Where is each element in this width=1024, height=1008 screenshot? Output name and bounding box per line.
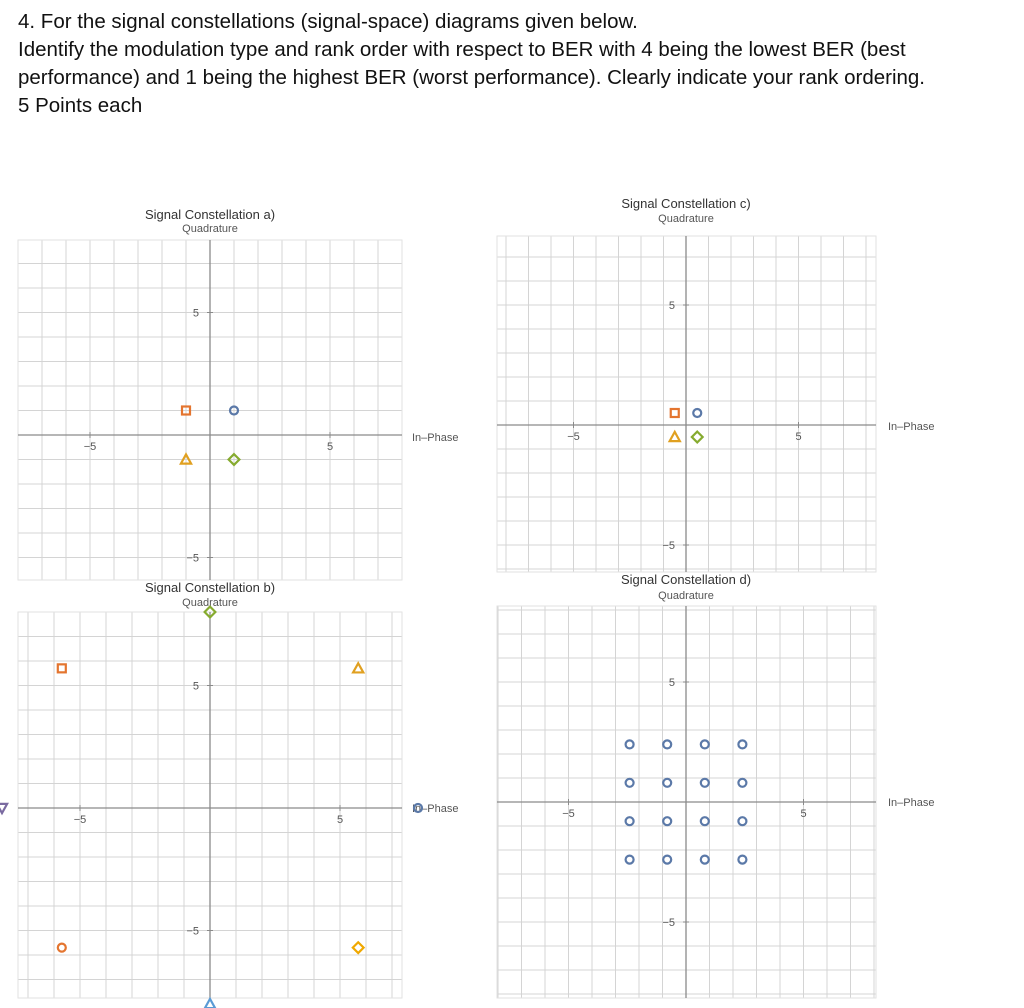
chart-title: Signal Constellation a) [145, 207, 275, 222]
x-axis-label: In–Phase [888, 421, 934, 433]
constellation-point [624, 739, 635, 750]
constellation-point [662, 739, 673, 750]
constellation-point [662, 854, 673, 865]
question-line-2: Identify the modulation type and rank or… [18, 38, 906, 61]
x-tick-label: −5 [74, 814, 87, 826]
constellation-point [351, 660, 366, 674]
constellation-point [56, 663, 67, 674]
question-line-1: 4. For the signal constellations (signal… [18, 10, 638, 33]
constellation-point [699, 777, 710, 788]
constellation-point [662, 777, 673, 788]
chart-title: Signal Constellation d) [621, 572, 751, 587]
constellation-point [203, 605, 217, 619]
y-tick-label: 5 [669, 677, 675, 689]
y-tick-label: 5 [193, 308, 199, 320]
y-tick-label: −5 [186, 926, 199, 938]
constellation-point [667, 429, 682, 443]
constellation-point [412, 802, 424, 814]
x-tick-label: −5 [567, 431, 580, 443]
question-line-4: 5 Points each [18, 94, 143, 117]
x-tick-label: 5 [327, 441, 333, 453]
x-tick-label: −5 [84, 441, 97, 453]
chart-title: Signal Constellation c) [621, 196, 750, 211]
chart-title: Signal Constellation b) [145, 580, 275, 595]
constellation-point [624, 816, 635, 827]
constellation-point [227, 452, 241, 467]
y-axis-label: Quadrature [658, 213, 714, 225]
x-tick-label: 5 [337, 814, 343, 826]
constellation-point [699, 854, 710, 865]
constellation-point [690, 430, 705, 444]
constellation-point [669, 407, 680, 419]
x-tick-label: 5 [800, 808, 806, 820]
constellation-point [737, 816, 748, 827]
constellation-point [624, 854, 635, 865]
constellation-chart-a: Signal Constellation a)Quadrature In–Phas… [17, 207, 458, 581]
constellation-point [737, 777, 748, 788]
constellation-point [737, 739, 748, 750]
y-axis-label: Quadrature [182, 597, 238, 609]
constellation-point [56, 942, 67, 953]
constellation-point [179, 452, 193, 465]
x-axis-label: In–Phase [412, 803, 458, 815]
question-text: 4. For the signal constellations (signal… [18, 8, 1018, 120]
x-axis-label: In–Phase [888, 797, 934, 809]
y-axis-label: Quadrature [182, 223, 238, 235]
constellation-chart-b: Signal Constellation b) Quadrature In–Phas… [0, 580, 458, 1008]
question-line-3: performance) and 1 being the highest BER… [18, 66, 925, 89]
x-tick-label: −5 [562, 808, 575, 820]
constellation-point [699, 739, 710, 750]
y-tick-label: −5 [186, 553, 199, 565]
constellation-point [180, 405, 192, 416]
y-tick-label: −5 [662, 540, 675, 552]
x-tick-label: 5 [795, 431, 801, 443]
y-tick-label: 5 [193, 681, 199, 693]
constellation-point [351, 940, 366, 955]
constellation-point [203, 996, 217, 1008]
constellation-point [737, 854, 748, 865]
y-tick-label: 5 [669, 300, 675, 312]
y-tick-label: −5 [662, 917, 675, 929]
constellation-point [0, 802, 9, 816]
constellation-point [692, 407, 703, 419]
constellation-point [699, 816, 710, 827]
y-axis-label: Quadrature [658, 590, 714, 602]
constellation-point [228, 405, 240, 416]
constellation-chart-d: Signal Constellation d) Quadrature In–Phas… [496, 572, 934, 999]
constellation-point [662, 816, 673, 827]
constellation-point [624, 777, 635, 788]
x-axis-label: In–Phase [412, 432, 458, 444]
constellation-chart-c: Signal Constellation c) Quadrature In–Phas… [496, 196, 934, 573]
